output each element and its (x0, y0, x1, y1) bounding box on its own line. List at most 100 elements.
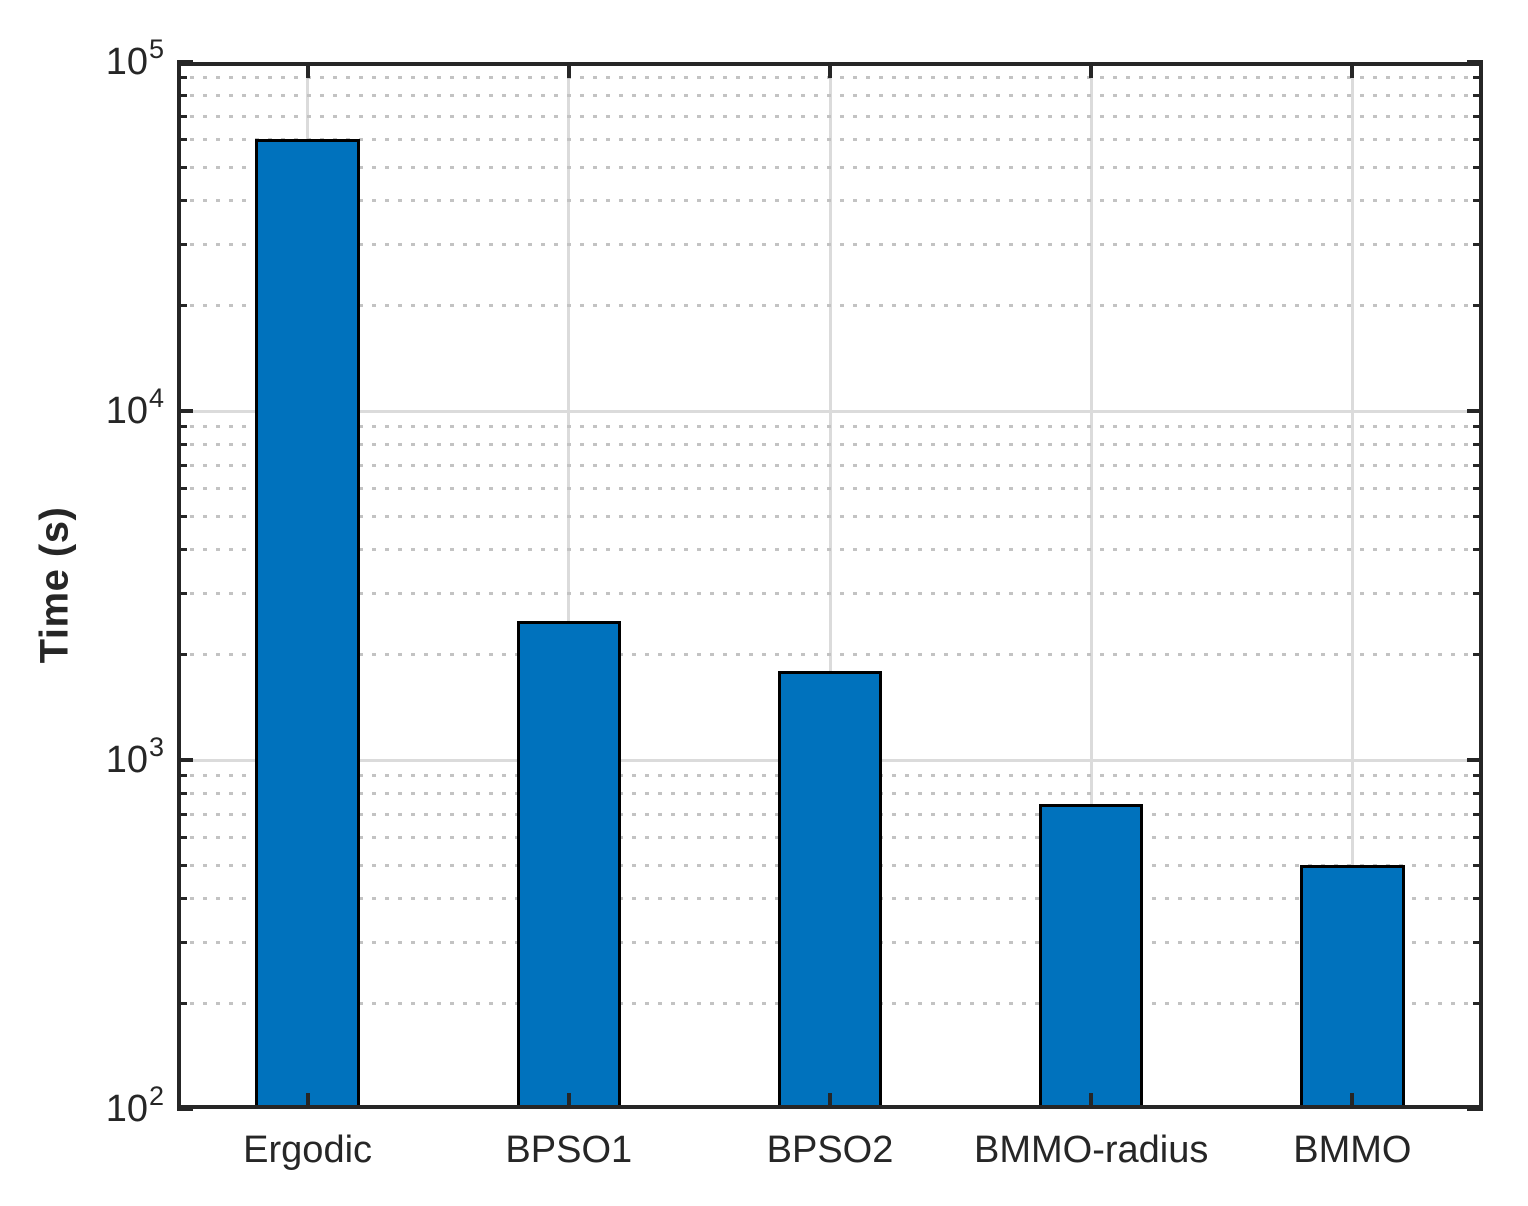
y-tick-minor-7e4-right (1473, 114, 1483, 118)
y-gridline-minor-6e4 (177, 137, 1483, 141)
y-gridline-minor-8e3 (177, 443, 1483, 447)
y-tick-exponent: 3 (148, 732, 164, 762)
y-axis-label: Time (s) (32, 506, 77, 664)
y-tick-minor-8e3-left (177, 443, 187, 447)
y-tick-minor-6e2-right (1473, 835, 1483, 839)
y-tick-minor-4e4-right (1473, 199, 1483, 203)
y-tick-minor-9e3-left (177, 425, 187, 429)
y-gridline-minor-5e4 (177, 165, 1483, 169)
y-tick-minor-5e4-left (177, 165, 187, 169)
x-tick-bottom-BPSO1 (566, 1093, 571, 1109)
y-tick-exponent: 2 (148, 1081, 164, 1111)
x-tick-label-BMMO-radius: BMMO-radius (974, 1129, 1209, 1171)
y-gridline-minor-6e3 (177, 486, 1483, 490)
y-gridline-minor-4e3 (177, 548, 1483, 552)
y-tick-minor-4e3-left (177, 548, 187, 552)
y-tick-base: 10 (105, 390, 148, 432)
bar-BPSO1 (516, 621, 622, 1109)
y-tick-minor-9e4-right (1473, 76, 1483, 80)
y-tick-minor-9e2-right (1473, 774, 1483, 778)
y-tick-minor-6e3-left (177, 486, 187, 490)
y-tick-minor-5e2-right (1473, 863, 1483, 867)
y-tick-major-1e4-right (1467, 409, 1483, 413)
y-tick-base: 10 (105, 739, 148, 781)
y-gridline-minor-9e3 (177, 425, 1483, 429)
y-tick-major-1e5-right (1467, 60, 1483, 64)
y-tick-minor-4e2-left (177, 897, 187, 901)
y-tick-exponent: 5 (148, 34, 164, 64)
y-tick-minor-2e2-left (177, 1002, 187, 1006)
bar-Ergodic (255, 139, 360, 1109)
y-tick-minor-2e4-right (1473, 304, 1483, 308)
y-tick-minor-8e4-right (1473, 94, 1483, 98)
y-tick-minor-7e2-right (1473, 812, 1483, 816)
y-tick-minor-5e3-left (177, 514, 187, 518)
x-gridline-BMMO (1350, 62, 1354, 1109)
x-tick-top-Ergodic (305, 62, 310, 78)
y-gridline-minor-7e4 (177, 114, 1483, 118)
y-tick-minor-2e2-right (1473, 1002, 1483, 1006)
y-tick-minor-3e2-right (1473, 940, 1483, 944)
y-tick-label-1e4: 104 (105, 385, 164, 432)
y-tick-minor-4e2-right (1473, 897, 1483, 901)
x-tick-bottom-BMMO (1350, 1093, 1355, 1109)
x-gridline-BMMO-radius (1089, 62, 1093, 1109)
y-gridline-minor-3e3 (177, 591, 1483, 595)
y-tick-base: 10 (105, 41, 148, 83)
y-tick-major-1e5-left (177, 60, 193, 64)
x-gridline-BPSO1 (567, 62, 571, 1109)
y-tick-major-1e3-left (177, 758, 193, 762)
x-tick-bottom-BMMO-radius (1089, 1093, 1094, 1109)
y-tick-minor-5e2-left (177, 863, 187, 867)
y-tick-minor-4e3-right (1473, 548, 1483, 552)
y-tick-minor-7e2-left (177, 812, 187, 816)
x-tick-top-BMMO (1350, 62, 1355, 78)
y-tick-minor-6e4-right (1473, 137, 1483, 141)
y-gridline-minor-7e3 (177, 463, 1483, 467)
y-gridline-minor-5e3 (177, 514, 1483, 518)
y-gridline-minor-8e4 (177, 94, 1483, 98)
y-tick-minor-3e3-left (177, 591, 187, 595)
bar-BPSO2 (777, 670, 883, 1109)
plot-area: 102 103 104 105 Ergodic BPSO1 BPSO2 BMMO-radius… (106, 36, 1483, 1169)
y-tick-major-1e3-right (1467, 758, 1483, 762)
y-tick-minor-3e4-left (177, 242, 187, 246)
y-tick-minor-8e3-right (1473, 443, 1483, 447)
y-tick-exponent: 4 (148, 383, 164, 413)
y-tick-minor-5e3-right (1473, 514, 1483, 518)
y-tick-base: 10 (105, 1088, 148, 1130)
y-tick-minor-6e4-left (177, 137, 187, 141)
x-tick-bottom-BPSO2 (828, 1093, 832, 1109)
y-tick-minor-3e3-right (1473, 591, 1483, 595)
x-tick-top-BPSO2 (828, 62, 832, 78)
y-tick-minor-8e2-left (177, 792, 187, 796)
y-tick-label-1e2: 102 (105, 1083, 164, 1130)
y-gridline-minor-4e4 (177, 199, 1483, 203)
y-tick-minor-9e2-left (177, 774, 187, 778)
y-tick-minor-8e4-left (177, 94, 187, 98)
y-tick-minor-8e2-right (1473, 792, 1483, 796)
y-gridline-minor-2e4 (177, 304, 1483, 308)
y-tick-minor-3e2-left (177, 940, 187, 944)
y-gridline-minor-2e3 (177, 653, 1483, 657)
x-tick-label-BPSO1: BPSO1 (505, 1129, 633, 1171)
y-tick-major-1e4-left (177, 409, 193, 413)
y-tick-major-1e2-right (1467, 1107, 1483, 1111)
y-tick-minor-3e4-right (1473, 242, 1483, 246)
y-tick-label-1e5: 105 (105, 36, 164, 83)
y-tick-minor-6e2-left (177, 835, 187, 839)
x-tick-label-BMMO: BMMO (1293, 1129, 1412, 1171)
y-tick-minor-4e4-left (177, 199, 187, 203)
y-tick-minor-7e3-left (177, 463, 187, 467)
x-tick-label-BPSO2: BPSO2 (766, 1129, 894, 1171)
x-tick-label-Ergodic: Ergodic (243, 1129, 373, 1171)
y-tick-minor-7e3-right (1473, 463, 1483, 467)
y-tick-major-1e2-left (177, 1107, 193, 1111)
y-tick-minor-2e3-left (177, 653, 187, 657)
y-tick-minor-2e3-right (1473, 653, 1483, 657)
y-tick-minor-9e3-right (1473, 425, 1483, 429)
y-tick-minor-6e3-right (1473, 486, 1483, 490)
y-tick-minor-2e4-left (177, 304, 187, 308)
y-gridline-minor-3e4 (177, 242, 1483, 246)
